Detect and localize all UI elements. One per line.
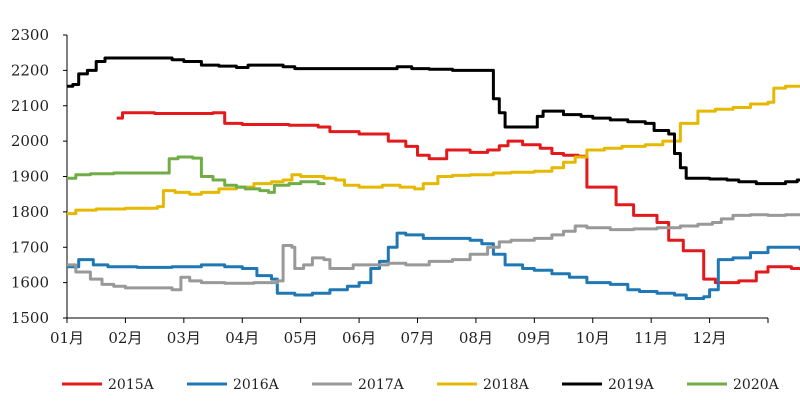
series-line-2018A bbox=[67, 84, 800, 216]
y-tick-label: 1800 bbox=[11, 203, 49, 221]
x-tick-label: 06月 bbox=[342, 329, 376, 347]
axes: 1500 1600 1700 1800 1900 2000 2100 2200 2300 01月 0… bbox=[11, 26, 769, 347]
x-tick-label: 05月 bbox=[284, 329, 318, 347]
y-tick-label: 2100 bbox=[11, 97, 49, 115]
x-tick-label: 10月 bbox=[576, 329, 610, 347]
legend-label-2017A: 2017A bbox=[358, 377, 405, 393]
y-tick-label: 2200 bbox=[11, 61, 49, 79]
legend-label-2018A: 2018A bbox=[483, 377, 530, 393]
x-tick-label: 01月 bbox=[50, 329, 84, 347]
x-tick-label: 09月 bbox=[517, 329, 551, 347]
y-tick-label: 1500 bbox=[11, 309, 49, 327]
x-tick-label: 07月 bbox=[400, 329, 434, 347]
y-tick-label: 1700 bbox=[11, 238, 49, 256]
x-tick-label: 12月 bbox=[693, 329, 727, 347]
y-tick-label: 2300 bbox=[11, 26, 49, 44]
legend-label-2015A: 2015A bbox=[108, 377, 155, 393]
series-line-2017A bbox=[67, 213, 800, 292]
series-lines bbox=[67, 56, 800, 300]
y-tick-label: 2000 bbox=[11, 132, 49, 150]
x-tick-label: 11月 bbox=[634, 329, 668, 347]
legend-label-2019A: 2019A bbox=[608, 377, 655, 393]
x-tick-label: 08月 bbox=[459, 329, 493, 347]
x-tick-label: 04月 bbox=[225, 329, 259, 347]
legend-label-2016A: 2016A bbox=[233, 377, 280, 393]
series-line-2019A bbox=[67, 56, 800, 186]
series-line-2020A bbox=[67, 155, 326, 194]
x-tick-label: 02月 bbox=[108, 329, 142, 347]
x-tick-label: 03月 bbox=[167, 329, 201, 347]
y-tick-label: 1600 bbox=[11, 274, 49, 292]
legend-label-2020A: 2020A bbox=[733, 377, 780, 393]
series-line-2016A bbox=[67, 231, 800, 300]
series-line-2015A bbox=[116, 111, 800, 285]
y-tick-label: 1900 bbox=[11, 168, 49, 186]
legend: 2015A 2016A 2017A 2018A 2019A 2020A bbox=[62, 377, 780, 393]
